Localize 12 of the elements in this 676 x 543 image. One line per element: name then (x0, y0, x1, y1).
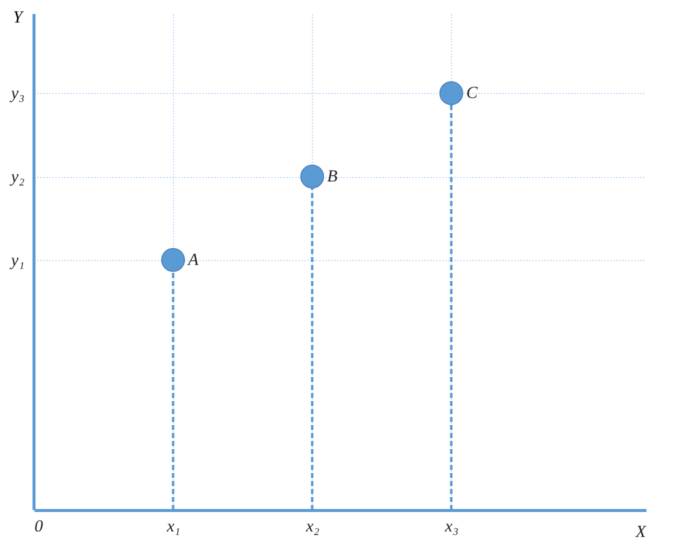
x-tick-label: 0 (34, 516, 44, 536)
x-tick-label: x₂ (304, 516, 320, 536)
x-tick-label: x₁ (166, 516, 180, 536)
annotation: C (466, 83, 478, 102)
annotation: y₁ (9, 250, 24, 270)
x-tick-label: x₃ (444, 516, 459, 536)
annotation: B (327, 166, 338, 186)
y-axis-title: Y (13, 8, 24, 26)
annotation: A (187, 250, 200, 269)
annotation: y₂ (9, 167, 25, 186)
annotation: y₃ (9, 84, 25, 103)
text: X (634, 522, 647, 541)
